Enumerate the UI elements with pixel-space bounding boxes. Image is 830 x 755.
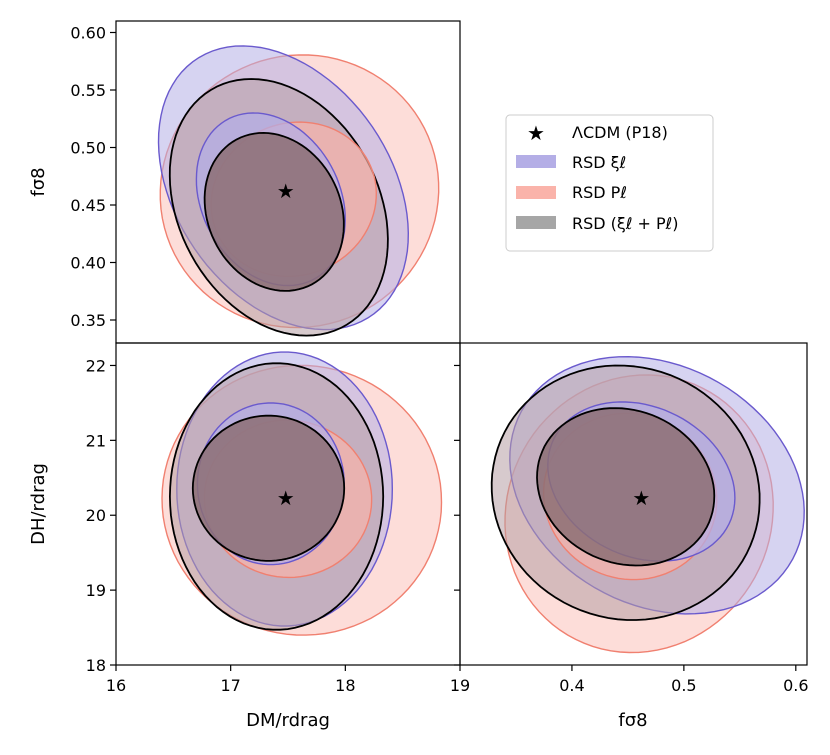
x-axis-label-dm: DM/rdrag: [246, 710, 330, 731]
x-tick-label-fs8_x-0.4: 0.4: [559, 676, 584, 695]
x-axis-label-fs8: fσ8: [618, 710, 647, 731]
legend-entry-lcdm: ΛCDM (P18): [572, 123, 668, 142]
lcdm-star-icon-dm-fs8: ★: [277, 179, 295, 203]
y-tick-label-dh-21: 21: [86, 431, 106, 450]
y-tick-label-fs8_y-0.55: 0.55: [70, 81, 106, 100]
x-tick-label-fs8_x-0.5: 0.5: [671, 676, 696, 695]
y-tick-label-fs8_y-0.50: 0.50: [70, 139, 106, 158]
y-tick-label-fs8_y-0.60: 0.60: [70, 24, 106, 43]
y-tick-label-dh-22: 22: [86, 356, 106, 375]
x-tick-label-dm-18: 18: [335, 676, 355, 695]
contour-comb-1sigma-fs8-dh: [536, 407, 716, 567]
panel-dm-dh: ★: [115, 342, 461, 666]
x-tick-label-fs8_x-0.6: 0.6: [783, 676, 808, 695]
panel-fs8-dh: ★: [459, 342, 808, 666]
y-tick-label-fs8_y-0.35: 0.35: [70, 311, 106, 330]
y-tick-label-dh-19: 19: [86, 581, 106, 600]
x-tick-label-dm-19: 19: [450, 676, 470, 695]
panel-frame-fs8-dh: [459, 342, 808, 666]
x-tick-label-dm-16: 16: [106, 676, 126, 695]
tick-layer: 16 17 18 19 0.4 0.5 0.6 0.35 0.40 0.45 0.50 0.55 0.6…: [70, 24, 808, 696]
y-tick-label-dh-18: 18: [86, 656, 106, 675]
y-axis-label-dh: DH/rdrag: [28, 463, 49, 545]
y-tick-label-fs8_y-0.45: 0.45: [70, 196, 106, 215]
lcdm-star-icon-dm-dh: ★: [277, 486, 295, 510]
x-tick-label-dm-17: 17: [220, 676, 240, 695]
legend-star-icon: ★: [527, 121, 545, 145]
legend-swatch-pl: [516, 186, 556, 199]
legend-swatch-comb: [516, 216, 556, 229]
legend-entry-xi: RSD ξℓ: [572, 153, 626, 172]
y-tick-label-dh-20: 20: [86, 506, 106, 525]
panel-dm-fs8: ★: [115, 20, 461, 344]
legend-entry-comb: RSD (ξℓ + Pℓ): [572, 214, 679, 233]
legend-frame: [505, 114, 714, 252]
lcdm-star-icon-fs8-dh: ★: [632, 486, 650, 510]
legend-entry-pl: RSD Pℓ: [572, 183, 627, 202]
legend-swatch-xi: [516, 155, 556, 168]
contour-comb-1sigma-dm-fs8: [203, 131, 345, 292]
y-axis-label-fs8: fσ8: [28, 167, 49, 196]
y-tick-label-fs8_y-0.40: 0.40: [70, 254, 106, 273]
contour-comb-1sigma-dm-dh: [191, 414, 346, 562]
legend: ★ ΛCDM (P18) RSD ξℓ RSD Pℓ RSD (ξℓ + Pℓ): [505, 114, 714, 252]
